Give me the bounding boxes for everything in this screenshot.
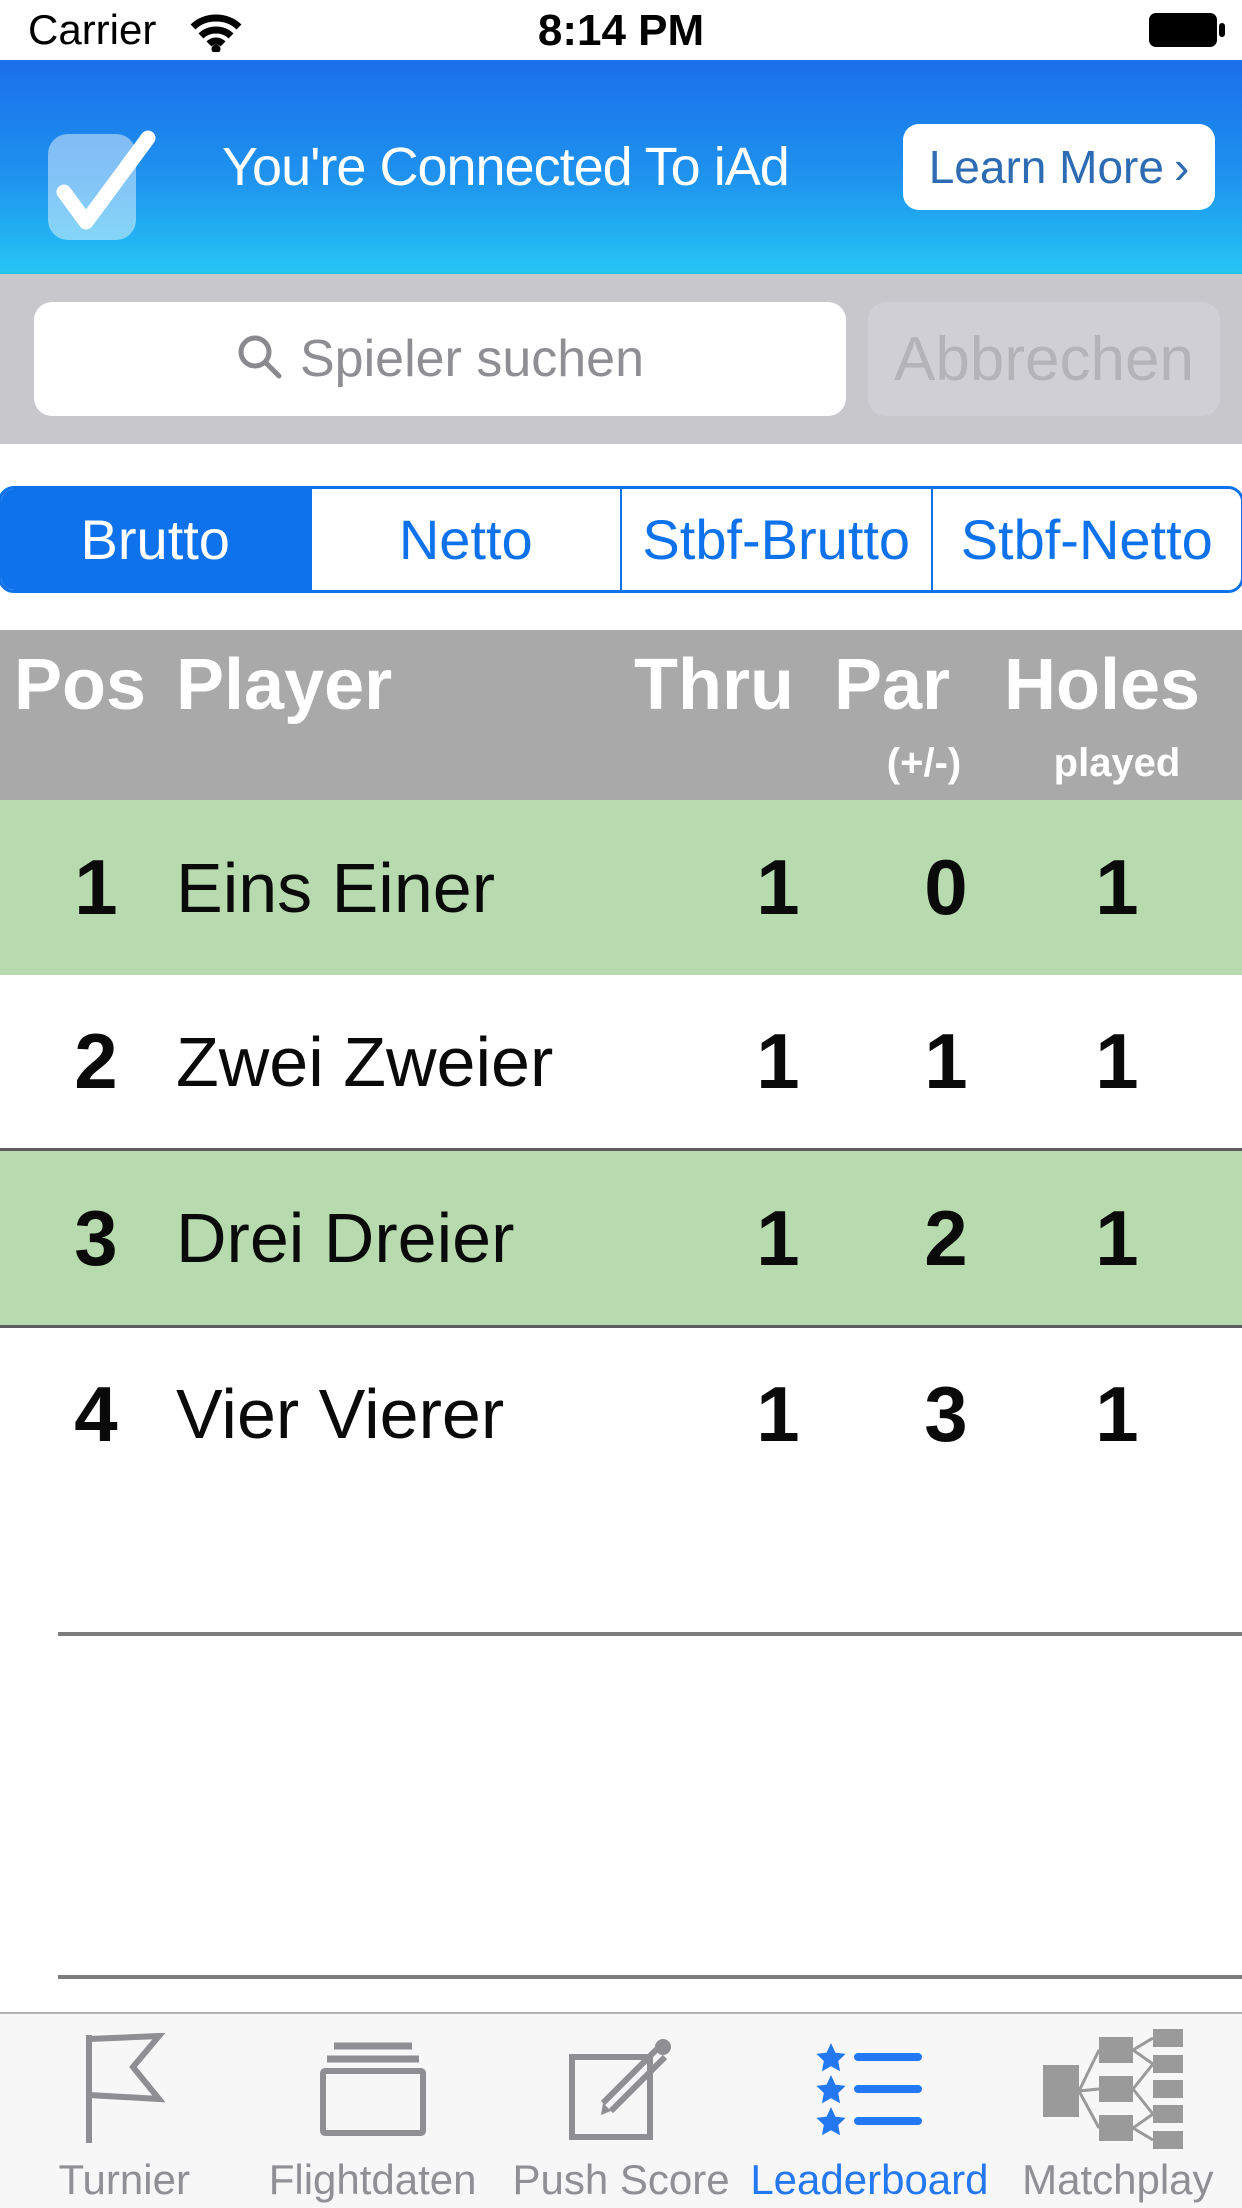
- row-holes: 1: [1095, 1017, 1139, 1105]
- row-thru: 1: [756, 843, 800, 931]
- learn-more-button[interactable]: Learn More ›: [903, 124, 1215, 210]
- header-player: Player: [176, 645, 393, 725]
- battery-icon: [1148, 12, 1226, 53]
- tab-label: Turnier: [58, 2156, 190, 2203]
- row-thru: 1: [756, 1017, 800, 1105]
- header-par: Par: [833, 645, 951, 725]
- tab-matchplay[interactable]: Matchplay: [994, 2014, 1242, 2208]
- row-player: Drei Dreier: [176, 1199, 515, 1277]
- row-holes: 1: [1095, 1369, 1139, 1458]
- row-pos: 1: [74, 843, 118, 931]
- bracket-icon: [1042, 2028, 1193, 2150]
- tab-label: Push Score: [512, 2156, 730, 2203]
- compose-icon: [569, 2028, 673, 2150]
- search-bar: Spieler suchen Abbrechen: [0, 274, 1242, 444]
- row-holes: 1: [1095, 843, 1139, 931]
- tab-bar: Turnier Flightdaten: [0, 2012, 1242, 2208]
- segment-stbf-brutto[interactable]: Stbf-Brutto: [620, 489, 931, 590]
- tab-label: Flightdaten: [268, 2156, 477, 2203]
- row-player: Zwei Zweier: [176, 1022, 554, 1101]
- flag-icon: [83, 2028, 166, 2150]
- search-input[interactable]: Spieler suchen: [34, 302, 846, 416]
- tab-push-score[interactable]: Push Score: [497, 2014, 745, 2208]
- carrier-label: Carrier: [28, 6, 157, 53]
- tab-turnier[interactable]: Turnier: [0, 2014, 248, 2208]
- header-par-sub: (+/-): [886, 741, 962, 785]
- table-row[interactable]: 3 Drei Dreier 1 2 1: [0, 1148, 1242, 1328]
- search-icon: [236, 333, 284, 386]
- header-holes: Holes: [1003, 645, 1201, 725]
- checkbox-icon: [48, 130, 156, 240]
- status-bar: Carrier 8:14 PM: [0, 0, 1242, 60]
- tab-leaderboard[interactable]: Leaderboard: [745, 2014, 993, 2208]
- iad-banner[interactable]: You're Connected To iAd Learn More ›: [0, 60, 1242, 274]
- row-par: 0: [924, 843, 968, 931]
- stack-icon: [319, 2028, 426, 2150]
- row-par: 1: [924, 1017, 968, 1105]
- tab-flightdaten[interactable]: Flightdaten: [248, 2014, 496, 2208]
- table-row[interactable]: 4 Vier Vierer 1 3 1: [0, 1328, 1242, 1500]
- row-holes: 1: [1095, 1193, 1139, 1282]
- separator-line: [58, 1632, 1242, 1636]
- table-row[interactable]: 2 Zwei Zweier 1 1 1: [0, 975, 1242, 1148]
- row-pos: 2: [74, 1017, 118, 1105]
- star-list-icon: [816, 2028, 923, 2150]
- segment-brutto[interactable]: Brutto: [1, 489, 310, 590]
- row-pos: 3: [74, 1193, 118, 1282]
- search-placeholder: Spieler suchen: [300, 330, 644, 388]
- segment-stbf-netto[interactable]: Stbf-Netto: [930, 489, 1241, 590]
- row-thru: 1: [756, 1193, 800, 1282]
- row-pos: 4: [74, 1369, 118, 1458]
- cancel-button[interactable]: Abbrechen: [868, 302, 1220, 416]
- row-par: 2: [924, 1193, 968, 1282]
- chevron-right-icon: ›: [1173, 141, 1190, 193]
- segment-netto[interactable]: Netto: [309, 489, 620, 590]
- row-player: Eins Einer: [176, 848, 496, 927]
- separator-line: [58, 1975, 1242, 1979]
- wifi-icon: [190, 12, 242, 57]
- row-player: Vier Vierer: [176, 1375, 505, 1453]
- header-pos: Pos: [14, 645, 147, 725]
- leaderboard-header: Pos Player Thru Par Holes (+/-) played: [0, 630, 1242, 800]
- tab-label: Matchplay: [1022, 2156, 1214, 2203]
- header-holes-sub: played: [1053, 741, 1181, 785]
- header-thru: Thru: [634, 645, 794, 725]
- learn-more-label: Learn More: [928, 141, 1164, 193]
- banner-title: You're Connected To iAd: [222, 137, 790, 197]
- row-thru: 1: [756, 1369, 800, 1458]
- row-par: 3: [924, 1369, 968, 1458]
- scoring-segmented-control: Brutto Netto Stbf-Brutto Stbf-Netto: [0, 486, 1242, 593]
- cancel-label: Abbrechen: [894, 324, 1194, 394]
- tab-label: Leaderboard: [750, 2156, 989, 2203]
- table-row[interactable]: 1 Eins Einer 1 0 1: [0, 800, 1242, 975]
- clock: 8:14 PM: [537, 6, 705, 55]
